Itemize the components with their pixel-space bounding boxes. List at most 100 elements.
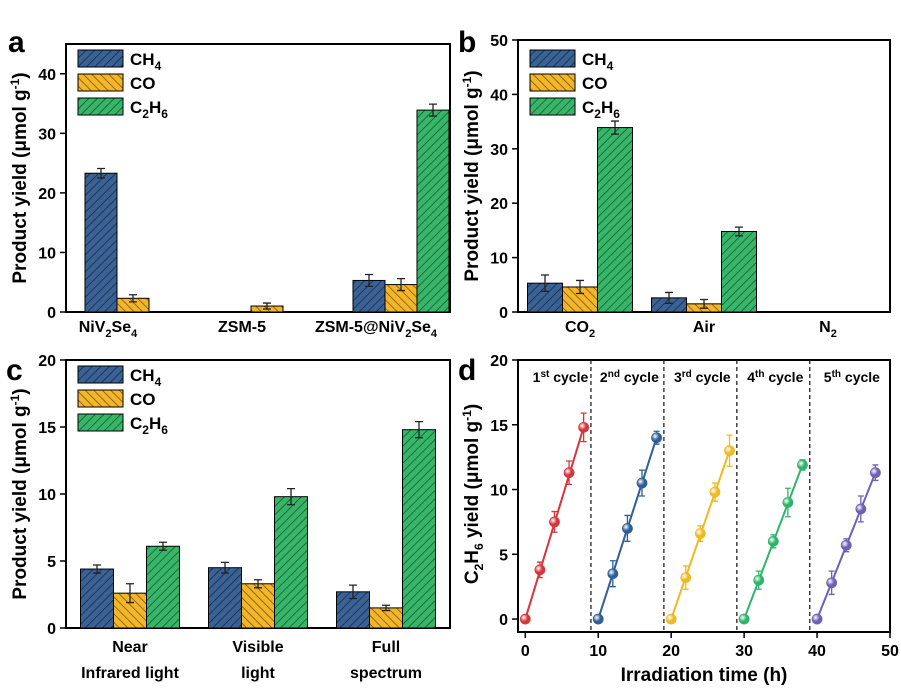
error-bars-c xyxy=(93,420,423,612)
error-bar-ch4 xyxy=(349,584,357,600)
panel-c: c 0 5 10 15 20 Product yield (μmol g-1) CH4 … xyxy=(6,353,451,682)
bar-c2h6 xyxy=(597,127,633,313)
cycle-label: 1st cycle xyxy=(533,369,589,385)
legend-label-co: CO xyxy=(582,74,608,93)
legend-swatch-ch4 xyxy=(77,49,124,68)
error-bar-co xyxy=(700,298,708,309)
legend-label-ch4: CH4 xyxy=(582,50,614,73)
error-bar-co xyxy=(129,294,137,303)
bar-c2h6 xyxy=(416,109,450,313)
bar-c2h6 xyxy=(274,496,308,629)
plot-area-a xyxy=(65,43,451,313)
category-labels-c: Near Infrared light Visible light Full spectr… xyxy=(81,639,422,682)
data-point xyxy=(870,467,881,479)
data-point xyxy=(724,445,735,457)
y-tick-label: 10 xyxy=(38,487,56,504)
y-axis-ticks-a: 0 10 20 30 40 xyxy=(38,67,66,322)
y-tick-label: 10 xyxy=(490,483,508,500)
cycle-label: 2nd cycle xyxy=(600,369,659,385)
y-tick-label: 15 xyxy=(490,418,508,435)
cycle-dividers xyxy=(590,360,811,632)
legend-swatch-co xyxy=(77,389,124,408)
data-point xyxy=(680,572,692,583)
y-axis-title-d: C2H6 yield (μmol g-1) xyxy=(460,404,486,584)
y-tick-label: 30 xyxy=(490,142,508,159)
y-tick-label: 10 xyxy=(38,245,56,262)
x-tick-label: 50 xyxy=(881,643,899,660)
data-point xyxy=(607,568,619,580)
data-point xyxy=(840,539,852,551)
error-bar-c2h6 xyxy=(287,487,295,506)
data-point xyxy=(549,516,560,528)
bars-c xyxy=(80,429,436,629)
data-point xyxy=(534,564,546,576)
x-tick-label: 40 xyxy=(808,643,826,660)
y-axis-ticks-b: 0 10 20 30 40 50 xyxy=(490,33,518,322)
y-tick-label: 20 xyxy=(490,196,508,213)
bar-c2h6 xyxy=(402,429,436,629)
x-tick-label: 20 xyxy=(662,643,680,660)
legend-swatch-co xyxy=(77,73,124,92)
data-point xyxy=(738,613,750,625)
error-bar-ch4 xyxy=(97,167,105,179)
data-point xyxy=(578,421,590,433)
data-point xyxy=(563,467,575,479)
error-bar-co xyxy=(576,279,584,295)
data-point xyxy=(767,535,779,547)
y-tick-label: 20 xyxy=(38,353,56,370)
x-tick-label: 0 xyxy=(521,643,530,660)
cycle-label: 4th cycle xyxy=(747,369,803,385)
y-tick-label: 50 xyxy=(490,33,508,50)
legend-swatch-c2h6 xyxy=(529,97,576,116)
error-bar-ch4 xyxy=(365,273,373,288)
error-bar-c2h6 xyxy=(735,226,743,237)
category-label-c: Visible light xyxy=(232,639,283,682)
error-bar-c2h6 xyxy=(611,120,619,135)
axis-ticks-d: 0 5 10 15 20 0 10 20 30 40 50 xyxy=(490,353,899,660)
x-tick-label: 30 xyxy=(735,643,753,660)
data-point xyxy=(519,613,531,625)
panel-letter-c: c xyxy=(6,354,23,387)
cycle-labels: 1st cycle 2nd cycle 3rd cycle 4th cycle 5th … xyxy=(533,369,881,385)
data-point xyxy=(811,613,823,625)
data-point xyxy=(636,477,648,489)
legend-label-co: CO xyxy=(130,74,156,93)
panel-a: a 0 10 20 30 40 Product yield (μmol g-1) CH4… xyxy=(8,26,451,340)
legend-label-ch4: CH4 xyxy=(130,366,162,389)
y-axis-title-a: Product yield (μmol g-1) xyxy=(8,72,31,283)
bar-co xyxy=(241,583,275,629)
bar-ch4 xyxy=(80,568,114,629)
panel-d: d 0 5 10 15 20 0 10 20 30 40 50 1st cycle 2nd cycle… xyxy=(458,353,899,686)
bars-a xyxy=(84,109,450,313)
panel-letter-a: a xyxy=(8,26,25,59)
legend-swatch-c2h6 xyxy=(77,413,124,432)
category-label-zsm5-niv2se4: ZSM-5@NiV2Se4 xyxy=(315,319,438,340)
legend-b: CH4 CO C2H6 xyxy=(529,49,620,121)
category-label-c: Full spectrum xyxy=(350,639,422,682)
error-bar-ch4 xyxy=(665,291,673,304)
data-point xyxy=(651,432,662,444)
category-label-n2: N2 xyxy=(819,319,837,340)
panel-b: b 0 10 20 30 40 50 Product yield (μmol g-1) C… xyxy=(458,26,891,340)
data-point xyxy=(753,574,765,586)
error-bar-c2h6 xyxy=(429,103,437,117)
error-bar-co xyxy=(263,302,271,310)
bars-b xyxy=(527,127,757,313)
x-tick-label: 10 xyxy=(589,643,607,660)
data-point xyxy=(855,503,867,515)
error-bar-co xyxy=(382,604,390,612)
x-axis-title-d: Irradiation time (h) xyxy=(621,665,788,686)
panel-letter-d: d xyxy=(458,354,476,387)
error-bar-ch4 xyxy=(93,564,101,574)
y-tick-label: 0 xyxy=(499,612,508,629)
y-tick-label: 5 xyxy=(47,554,56,571)
data-point xyxy=(782,497,794,508)
y-tick-label: 40 xyxy=(490,87,508,104)
data-point xyxy=(826,577,838,589)
y-tick-label: 0 xyxy=(47,621,56,638)
category-label-niv2se4: NiV2Se4 xyxy=(79,319,138,340)
y-axis-title-b: Product yield (μmol g-1) xyxy=(460,70,483,281)
legend-label-c2h6: C2H6 xyxy=(130,98,168,121)
y-axis-ticks-c: 0 5 10 15 20 xyxy=(38,353,66,638)
